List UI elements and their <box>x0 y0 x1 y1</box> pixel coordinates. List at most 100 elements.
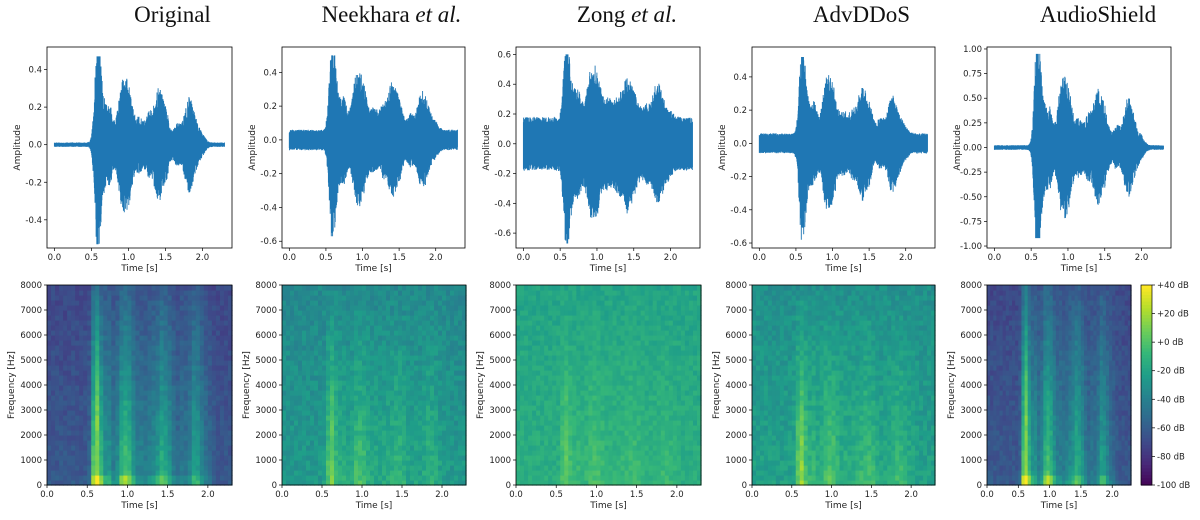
spectrogram-cell <box>195 315 201 321</box>
spectrogram-cell <box>326 320 331 326</box>
spectrogram-cell <box>175 450 181 456</box>
spectrogram-cell <box>322 335 327 341</box>
spectrogram-cell <box>155 470 161 476</box>
spectrogram-cell <box>556 360 561 366</box>
spectrogram-cell <box>87 300 92 306</box>
spectrogram-cell <box>227 365 233 371</box>
spectrogram-cell <box>310 330 315 336</box>
spectrogram-cell <box>219 315 225 321</box>
spectrogram-cell <box>354 450 359 456</box>
spectrogram-cell <box>370 390 375 396</box>
spectrogram-cell <box>155 315 161 321</box>
spectrogram-cell <box>382 480 387 486</box>
spectrogram-cell <box>552 315 557 321</box>
spectrogram-cell <box>298 315 303 321</box>
spectrogram-cell <box>183 325 189 331</box>
spectrogram-cell <box>119 450 125 456</box>
spectrogram-cell <box>524 370 529 376</box>
spectrogram-cell <box>350 430 355 436</box>
spectrogram-cell <box>358 285 363 291</box>
spectrogram-cell <box>91 310 96 316</box>
spectrogram-cell <box>103 450 108 456</box>
spectrogram-cell <box>406 350 411 356</box>
spectrogram-cell <box>207 450 213 456</box>
spectrogram-cell <box>616 465 622 471</box>
spectrogram-cell <box>71 425 76 431</box>
spectrogram-cell <box>71 295 76 301</box>
spectrogram-cell <box>314 395 319 401</box>
spectrogram-cell <box>147 315 153 321</box>
spectrogram-cell <box>620 465 626 471</box>
spectrogram-cell <box>147 355 153 361</box>
spectrogram-cell <box>294 375 299 381</box>
spectrogram-cell <box>442 340 447 346</box>
spectrogram-cell <box>55 380 60 386</box>
spectrogram-cell <box>191 310 197 316</box>
spectrogram-cell <box>406 365 411 371</box>
spectrogram-cell <box>338 300 343 306</box>
spectrogram-cell <box>560 335 565 341</box>
spectrogram-cell <box>211 445 217 451</box>
spectrogram-cell <box>179 425 185 431</box>
spectrogram-cell <box>219 350 225 356</box>
spectrogram-cell <box>219 335 225 341</box>
x-tick-label: 0.0 <box>988 253 1002 263</box>
spectrogram-cell <box>294 340 299 346</box>
spectrogram-cell <box>588 285 594 291</box>
spectrogram-cell <box>588 405 594 411</box>
spectrogram-cell <box>143 420 149 426</box>
spectrogram-cell <box>290 320 295 326</box>
spectrogram-cell <box>67 410 72 416</box>
spectrogram-cell <box>195 445 201 451</box>
spectrogram-cell <box>227 380 233 386</box>
spectrogram-cell <box>350 330 355 336</box>
spectrogram-cell <box>183 365 189 371</box>
spectrogram-cell <box>350 415 355 421</box>
spectrogram-cell <box>223 345 229 351</box>
spectrogram-cell <box>616 420 622 426</box>
spectrogram-cell <box>131 465 137 471</box>
spectrogram-cell <box>338 345 343 351</box>
spectrogram-cell <box>302 355 307 361</box>
spectrogram-cell <box>63 405 68 411</box>
spectrogram-cell <box>346 380 351 386</box>
spectrogram-cell <box>191 435 197 441</box>
spectrogram-cell <box>127 375 133 381</box>
spectrogram-cell <box>215 460 221 466</box>
spectrogram-cell <box>370 470 375 476</box>
spectrogram-cell <box>370 295 375 301</box>
spectrogram-cell <box>119 340 125 346</box>
spectrogram-cell <box>612 315 618 321</box>
spectrogram-cell <box>139 410 145 416</box>
spectrogram-cell <box>552 330 557 336</box>
spectrogram-cell <box>342 295 347 301</box>
spectrogram-cell <box>390 375 395 381</box>
spectrogram-cell <box>576 390 581 396</box>
spectrogram-cell <box>426 420 431 426</box>
spectrogram-cell <box>115 370 120 376</box>
spectrogram-cell <box>600 405 606 411</box>
spectrogram-cell <box>191 395 197 401</box>
spectrogram-cell <box>87 470 92 476</box>
x-tick-label: 1.0 <box>826 253 840 263</box>
spectrogram-cell <box>418 405 423 411</box>
y-tick-label: 0.0 <box>497 140 511 150</box>
spectrogram-cell <box>322 420 327 426</box>
spectrogram-cell <box>430 370 435 376</box>
spectrogram-cell <box>592 300 598 306</box>
spectrogram-cell <box>532 410 537 416</box>
spectrogram-cell <box>402 290 407 296</box>
spectrogram-cell <box>187 375 193 381</box>
spectrogram-cell <box>290 345 295 351</box>
spectrogram-cell <box>370 460 375 466</box>
spectrogram-cell <box>119 465 125 471</box>
spectrogram-cell <box>187 470 193 476</box>
spectrogram-cell <box>442 415 447 421</box>
spectrogram-cell <box>516 340 521 346</box>
spectrogram-cell <box>564 375 569 381</box>
spectrogram-cell <box>430 285 435 291</box>
spectrogram-cell <box>207 440 213 446</box>
spectrogram-cell <box>330 325 335 331</box>
spectrogram-cell <box>155 375 161 381</box>
spectrogram-cell <box>584 360 589 366</box>
